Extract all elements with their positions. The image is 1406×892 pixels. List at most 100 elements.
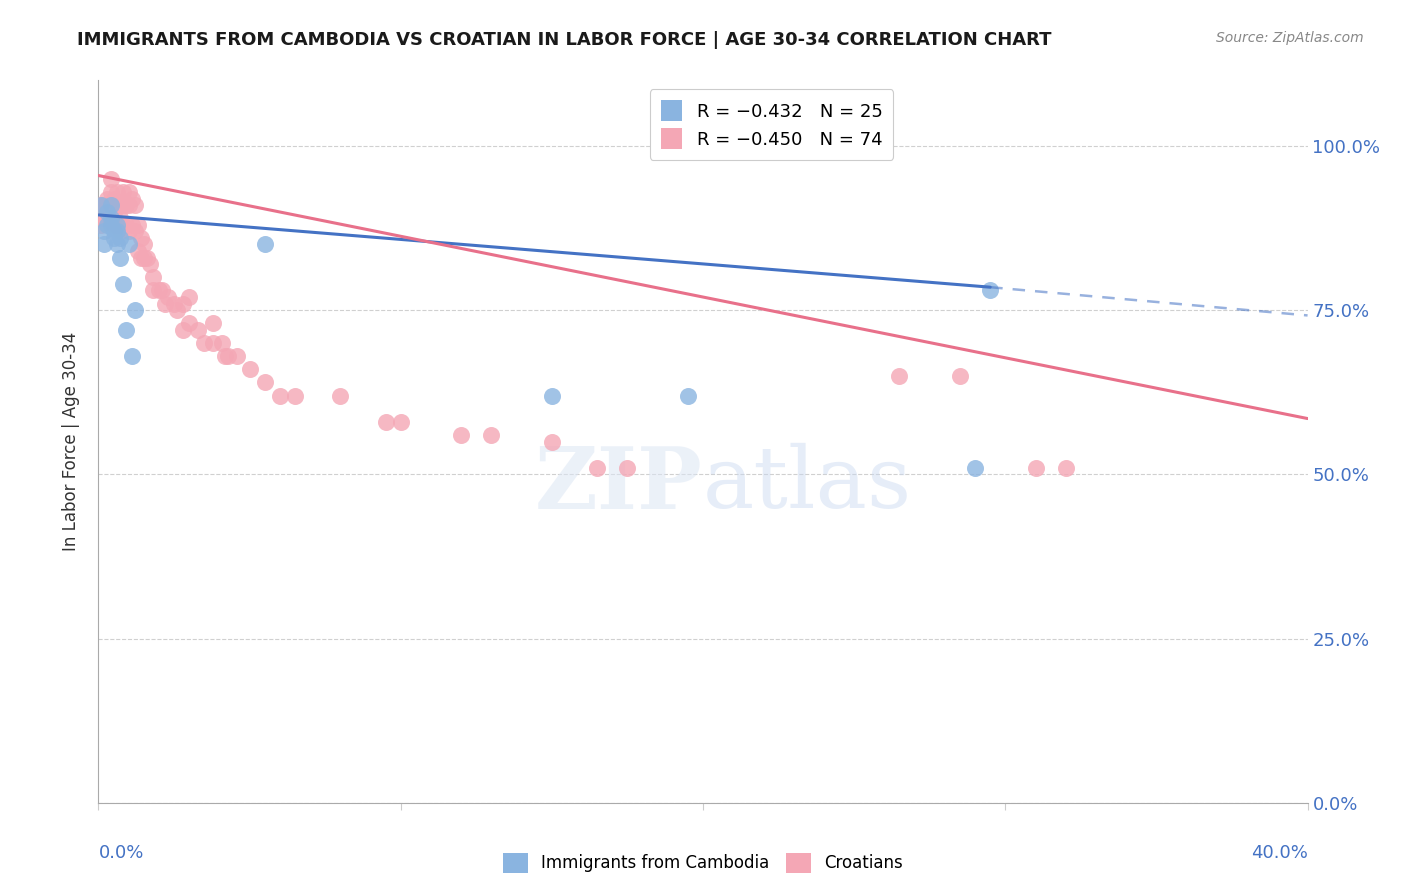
Point	[202, 316, 225, 330]
Point	[121, 349, 143, 363]
Legend: Immigrants from Cambodia, Croatians: Immigrants from Cambodia, Croatians	[496, 847, 910, 880]
Point	[163, 296, 186, 310]
Point	[103, 224, 125, 238]
Point	[142, 284, 165, 298]
Point	[148, 284, 170, 298]
Y-axis label: In Labor Force | Age 30-34: In Labor Force | Age 30-34	[62, 332, 80, 551]
Point	[965, 460, 987, 475]
Point	[172, 323, 194, 337]
Text: IMMIGRANTS FROM CAMBODIA VS CROATIAN IN LABOR FORCE | AGE 30-34 CORRELATION CHAR: IMMIGRANTS FROM CAMBODIA VS CROATIAN IN …	[77, 31, 1052, 49]
Point	[202, 336, 225, 351]
Point	[124, 224, 146, 238]
Point	[129, 231, 152, 245]
Point	[96, 218, 118, 232]
Point	[211, 336, 233, 351]
Point	[105, 218, 128, 232]
Text: 40.0%: 40.0%	[1251, 845, 1308, 863]
Point	[329, 388, 352, 402]
Point	[118, 237, 141, 252]
Point	[239, 362, 262, 376]
Point	[105, 198, 128, 212]
Point	[217, 349, 239, 363]
Point	[156, 290, 179, 304]
Point	[150, 284, 173, 298]
Text: 0.0%: 0.0%	[98, 845, 143, 863]
Point	[111, 218, 134, 232]
Text: Source: ZipAtlas.com: Source: ZipAtlas.com	[1216, 31, 1364, 45]
Point	[100, 198, 122, 212]
Point	[93, 211, 115, 226]
Point	[103, 231, 125, 245]
Point	[616, 460, 638, 475]
Point	[187, 323, 209, 337]
Point	[124, 303, 146, 318]
Point	[100, 198, 122, 212]
Point	[93, 237, 115, 252]
Point	[114, 218, 136, 232]
Point	[949, 368, 972, 383]
Point	[540, 388, 562, 402]
Point	[90, 198, 112, 212]
Point	[108, 251, 131, 265]
Point	[103, 204, 125, 219]
Point	[226, 349, 249, 363]
Point	[132, 237, 155, 252]
Point	[114, 198, 136, 212]
Point	[108, 231, 131, 245]
Text: atlas: atlas	[703, 443, 912, 526]
Point	[111, 198, 134, 212]
Point	[172, 296, 194, 310]
Point	[111, 277, 134, 291]
Point	[100, 218, 122, 232]
Point	[121, 218, 143, 232]
Point	[96, 204, 118, 219]
Point	[586, 460, 609, 475]
Point	[105, 224, 128, 238]
Point	[114, 323, 136, 337]
Point	[105, 237, 128, 252]
Point	[90, 198, 112, 212]
Point	[193, 336, 215, 351]
Point	[100, 211, 122, 226]
Point	[889, 368, 911, 383]
Point	[127, 218, 149, 232]
Point	[676, 388, 699, 402]
Point	[129, 251, 152, 265]
Point	[124, 198, 146, 212]
Point	[111, 185, 134, 199]
Point	[135, 251, 157, 265]
Point	[93, 198, 115, 212]
Point	[96, 204, 118, 219]
Legend: R = −0.432   N = 25, R = −0.450   N = 74: R = −0.432 N = 25, R = −0.450 N = 74	[650, 89, 893, 160]
Point	[90, 218, 112, 232]
Point	[1054, 460, 1077, 475]
Point	[108, 224, 131, 238]
Point	[450, 428, 472, 442]
Point	[374, 415, 396, 429]
Point	[389, 415, 412, 429]
Point	[118, 224, 141, 238]
Point	[214, 349, 236, 363]
Point	[127, 244, 149, 258]
Point	[142, 270, 165, 285]
Point	[108, 211, 131, 226]
Point	[105, 185, 128, 199]
Point	[1024, 460, 1046, 475]
Point	[93, 224, 115, 238]
Point	[96, 192, 118, 206]
Point	[121, 192, 143, 206]
Point	[540, 434, 562, 449]
Point	[100, 185, 122, 199]
Point	[118, 185, 141, 199]
Point	[105, 218, 128, 232]
Point	[103, 192, 125, 206]
Point	[253, 376, 276, 390]
Point	[269, 388, 291, 402]
Point	[132, 251, 155, 265]
Point	[979, 284, 1001, 298]
Point	[118, 198, 141, 212]
Point	[108, 198, 131, 212]
Point	[139, 257, 162, 271]
Point	[103, 218, 125, 232]
Point	[253, 237, 276, 252]
